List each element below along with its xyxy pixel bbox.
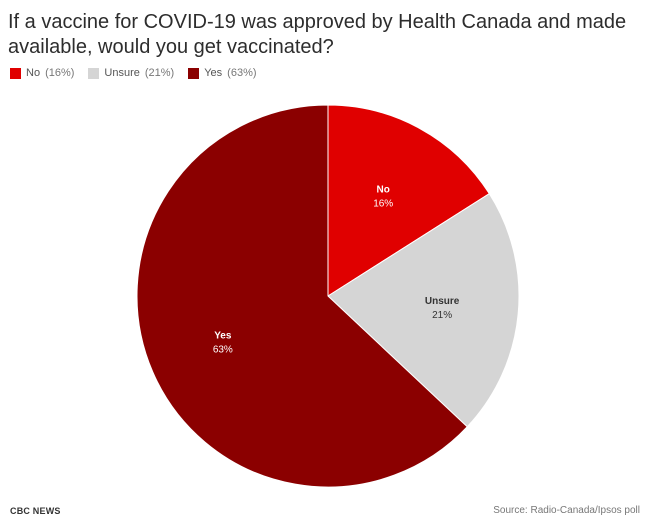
chart-legend: No (16%) Unsure (21%) Yes (63%) bbox=[10, 67, 257, 79]
pie-slice-no[interactable] bbox=[327, 104, 490, 297]
slice-value-yes: 63% bbox=[213, 345, 233, 356]
legend-label-unsure: Unsure bbox=[104, 67, 140, 79]
pie-slices bbox=[136, 104, 520, 488]
legend-label-no: No bbox=[26, 67, 41, 79]
legend-pct-yes: (63%) bbox=[227, 67, 257, 79]
legend-item-no[interactable]: No (16%) bbox=[10, 67, 74, 79]
legend-swatch-unsure bbox=[88, 67, 100, 79]
chart-title: If a vaccine for COVID-19 was approved b… bbox=[8, 11, 627, 58]
source-note: Source: Radio-Canada/Ipsos poll bbox=[493, 505, 640, 516]
slice-label-unsure: Unsure bbox=[425, 296, 460, 307]
legend-item-unsure[interactable]: Unsure (21%) bbox=[88, 67, 174, 79]
slice-label-yes: Yes bbox=[214, 331, 232, 342]
legend-label-yes: Yes bbox=[204, 67, 223, 79]
legend-item-yes[interactable]: Yes (63%) bbox=[188, 67, 257, 79]
pie-slice-yes[interactable] bbox=[136, 104, 468, 488]
slice-label-no: No bbox=[377, 185, 390, 196]
slice-value-no: 16% bbox=[373, 199, 393, 210]
legend-swatch-no bbox=[10, 67, 21, 79]
pie-labels: No 16% Unsure 21% Yes 63% bbox=[213, 185, 460, 356]
slice-value-unsure: 21% bbox=[432, 310, 452, 321]
legend-pct-no: (16%) bbox=[45, 67, 75, 79]
legend-swatch-yes bbox=[188, 67, 200, 79]
pie-slice-unsure[interactable] bbox=[327, 192, 520, 428]
brand-logo-text: CBC NEWS bbox=[10, 506, 61, 516]
legend-pct-unsure: (21%) bbox=[144, 67, 175, 79]
